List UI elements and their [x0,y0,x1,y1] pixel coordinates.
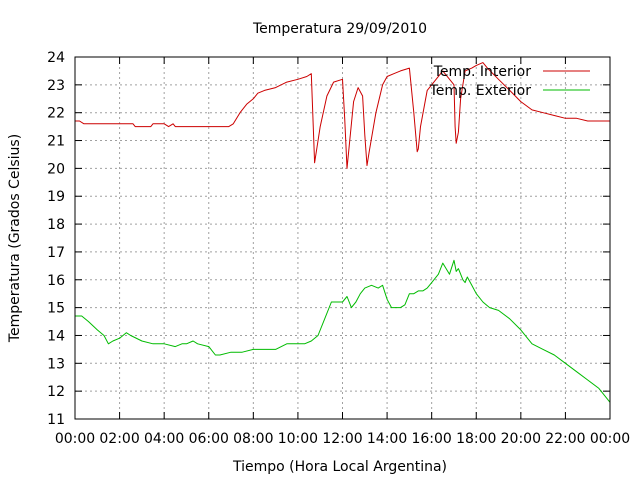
series-line-temp-exterior [75,259,611,403]
x-tick-label: 06:00 [189,431,229,447]
series-line-temp-interior [75,62,610,169]
y-tick-label: 14 [47,328,65,344]
x-tick-label: 02:00 [99,431,139,447]
x-tick-label: 00:00 [590,431,630,447]
x-tick-label: 16:00 [411,431,451,447]
y-tick-label: 16 [47,273,65,289]
y-tick-label: 24 [47,50,65,66]
axis-ticks [74,56,611,420]
y-tick-label: 13 [47,356,65,372]
x-tick-label: 10:00 [278,431,318,447]
legend: Temp. Interior Temp. Exterior [429,64,590,99]
y-axis-label: Temperatura (Grados Celsius) [7,134,23,343]
y-tick-label: 23 [47,78,65,94]
x-tick-label: 14:00 [367,431,407,447]
x-tick-label: 18:00 [456,431,496,447]
y-tick-label: 21 [47,134,65,150]
chart-title: Temperatura 29/09/2010 [252,21,427,37]
x-tick-label: 12:00 [322,431,362,447]
series-lines [75,62,611,403]
y-tick-label: 22 [47,106,65,122]
y-tick-label: 20 [47,161,65,177]
x-tick-label: 22:00 [545,431,585,447]
x-tick-label: 04:00 [144,431,184,447]
legend-label-temp-exterior: Temp. Exterior [429,83,532,99]
x-tick-label: 08:00 [233,431,273,447]
y-tick-label: 15 [47,301,65,317]
y-tick-label: 17 [47,245,65,261]
x-tick-label: 00:00 [55,431,95,447]
legend-label-temp-interior: Temp. Interior [433,64,532,80]
x-axis-label: Tiempo (Hora Local Argentina) [232,459,447,475]
x-tick-label: 20:00 [501,431,541,447]
y-tick-label: 19 [47,189,65,205]
y-tick-label: 18 [47,217,65,233]
grid-lines [75,57,610,419]
y-tick-label: 11 [47,412,65,428]
y-tick-label: 12 [47,384,65,400]
